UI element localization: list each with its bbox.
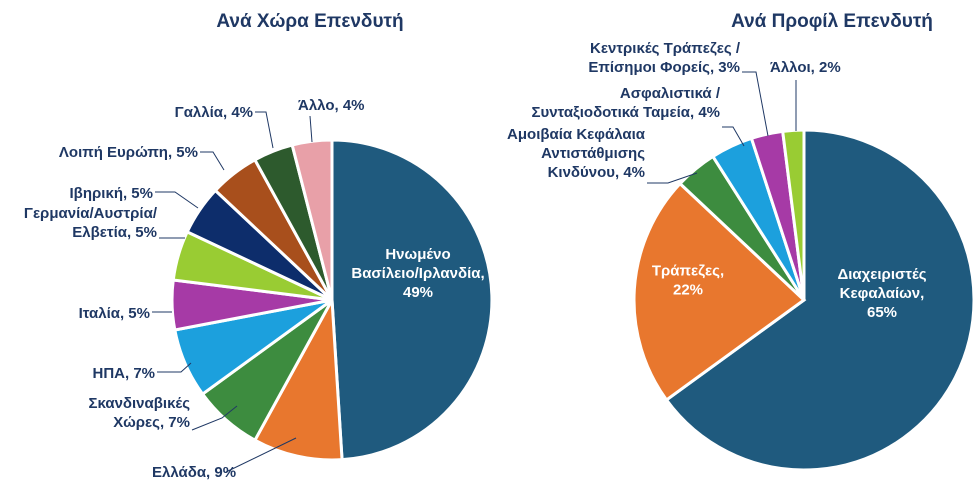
data-label-line: Ιβηρική, 5% [70,185,153,202]
data-label-line: Βασίλειο/Ιρλανδία, [351,265,484,282]
chart-title-profile: Ανά Προφίλ Επενδυτή [731,11,933,32]
leader-line-country-σκανδιναβικές-χώρες [191,405,238,431]
data-label-line: Γερμανία/Αυστρία/ [24,205,158,222]
leader-line-country-ηπα [157,362,192,373]
leader-line-country-λοιπή-ευρώπη [200,151,225,171]
data-label-profile-τράπεζες: Τράπεζες, 22% [652,263,724,299]
data-label-line: Άλλο, 4% [298,97,365,114]
pie-slice-profile-τράπεζες [632,181,807,403]
data-label-country-ιβηρική: Ιβηρική, 5% [70,185,153,202]
data-label-line: Συνταξιοδοτικά Ταμεία, 4% [531,104,720,121]
pie-slice-profile-διαχειριστές-κεφαλαίων [664,128,976,472]
data-label-country-ελλάδα: Ελλάδα, 9% [152,464,236,481]
pie-slice-country-ηνωμένο-βασίλειο-ιρλανδία [330,138,494,462]
data-label-country-ηπα: ΗΠΑ, 7% [92,365,155,382]
leader-line-profile-αμοιβαία-κεφάλαια-αντιστάθμισης-κινδύνου [647,172,698,184]
data-label-line: Άλλοι, 2% [770,59,841,76]
data-label-line: 22% [673,282,703,299]
data-label-line: Τράπεζες, [652,263,724,280]
pie-slice-profile-άλλοι [781,128,806,301]
data-label-country-γερμανία-αυστρία-ελβετία: Γερμανία/Αυστρία/Ελβετία, 5% [24,205,158,241]
data-label-line: Ελβετία, 5% [72,224,157,241]
data-label-line: Αμοιβαία Κεφάλαια [507,126,646,143]
data-label-country-ηνωμένο-βασίλειο-ιρλανδία: Ηνωμένο Βασίλειο/Ιρλανδία, 49% [351,246,484,301]
data-label-line: Διαχειριστές [837,266,926,283]
data-label-line: Γαλλία, 4% [175,104,253,121]
leader-line-country-άλλο [309,115,313,143]
data-label-country-λοιπή-ευρώπη: Λοιπή Ευρώπη, 5% [59,144,198,161]
data-label-profile-ασφαλιστικά-συνταξιοδοτικά-ταμεία: Ασφαλιστικά / Συνταξιοδοτικά Ταμεία, 4% [531,85,720,121]
data-label-country-σκανδιναβικές-χώρες: Σκανδιναβικές Χώρες, 7% [88,395,190,431]
data-label-line: Σκανδιναβικές [88,395,190,412]
leader-line-country-ελλάδα [225,437,297,473]
data-label-country-ιταλία: Ιταλία, 5% [79,305,150,322]
data-label-line: Ιταλία, 5% [79,305,150,322]
data-label-line: Ηνωμένο [385,246,450,263]
data-label-line: Επίσημοι Φορείς, 3% [588,59,740,76]
data-label-line: Αντιστάθμισης [541,145,645,162]
data-label-line: Ασφαλιστικά / [620,85,721,102]
data-label-profile-άλλοι: Άλλοι, 2% [770,59,841,76]
data-label-line: 65% [867,304,897,321]
data-label-line: Κινδύνου, 4% [548,164,645,181]
data-label-line: 49% [403,284,433,301]
pie-slice-country-ελλάδα [252,294,344,462]
data-label-line: Κεντρικές Τράπεζες / [590,40,741,57]
leader-line-profile-κεντρικές-τράπεζες-επίσημοι-φορείς [742,71,769,137]
data-label-line: Λοιπή Ευρώπη, 5% [59,144,198,161]
leader-line-country-ιβηρική [155,191,199,209]
data-label-line: Χώρες, 7% [113,414,190,431]
data-label-profile-αμοιβαία-κεφάλαια-αντιστάθμισης-κινδύνου: Αμοιβαία Κεφάλαια Αντιστάθμισης Κινδύνου, … [507,126,646,181]
data-label-line: ΗΠΑ, 7% [92,365,155,382]
data-label-profile-διαχειριστές-κεφαλαίων: Διαχειριστές Κεφαλαίων, 65% [837,266,926,321]
data-label-line: Κεφαλαίων, [840,285,925,302]
leader-line-profile-ασφαλιστικά-συνταξιοδοτικά-ταμεία [722,126,745,147]
data-label-profile-κεντρικές-τράπεζες-επίσημοι-φορείς: Κεντρικές Τράπεζες / Επίσημοι Φορείς, 3% [588,40,740,76]
data-label-line: Ελλάδα, 9% [152,464,236,481]
data-label-country-γαλλία: Γαλλία, 4% [175,104,253,121]
chart-title-country: Ανά Χώρα Επενδυτή [216,11,403,32]
pie-profile: Διαχειριστές Κεφαλαίων, 65% Τράπεζες, 22% Αμο… [507,40,976,472]
data-label-country-άλλο: Άλλο, 4% [298,97,365,114]
pie-country: Ηνωμένο Βασίλειο/Ιρλανδία, 49% Ελλάδα, 9% Σκ… [24,97,494,481]
leader-line-country-γαλλία [255,111,274,149]
